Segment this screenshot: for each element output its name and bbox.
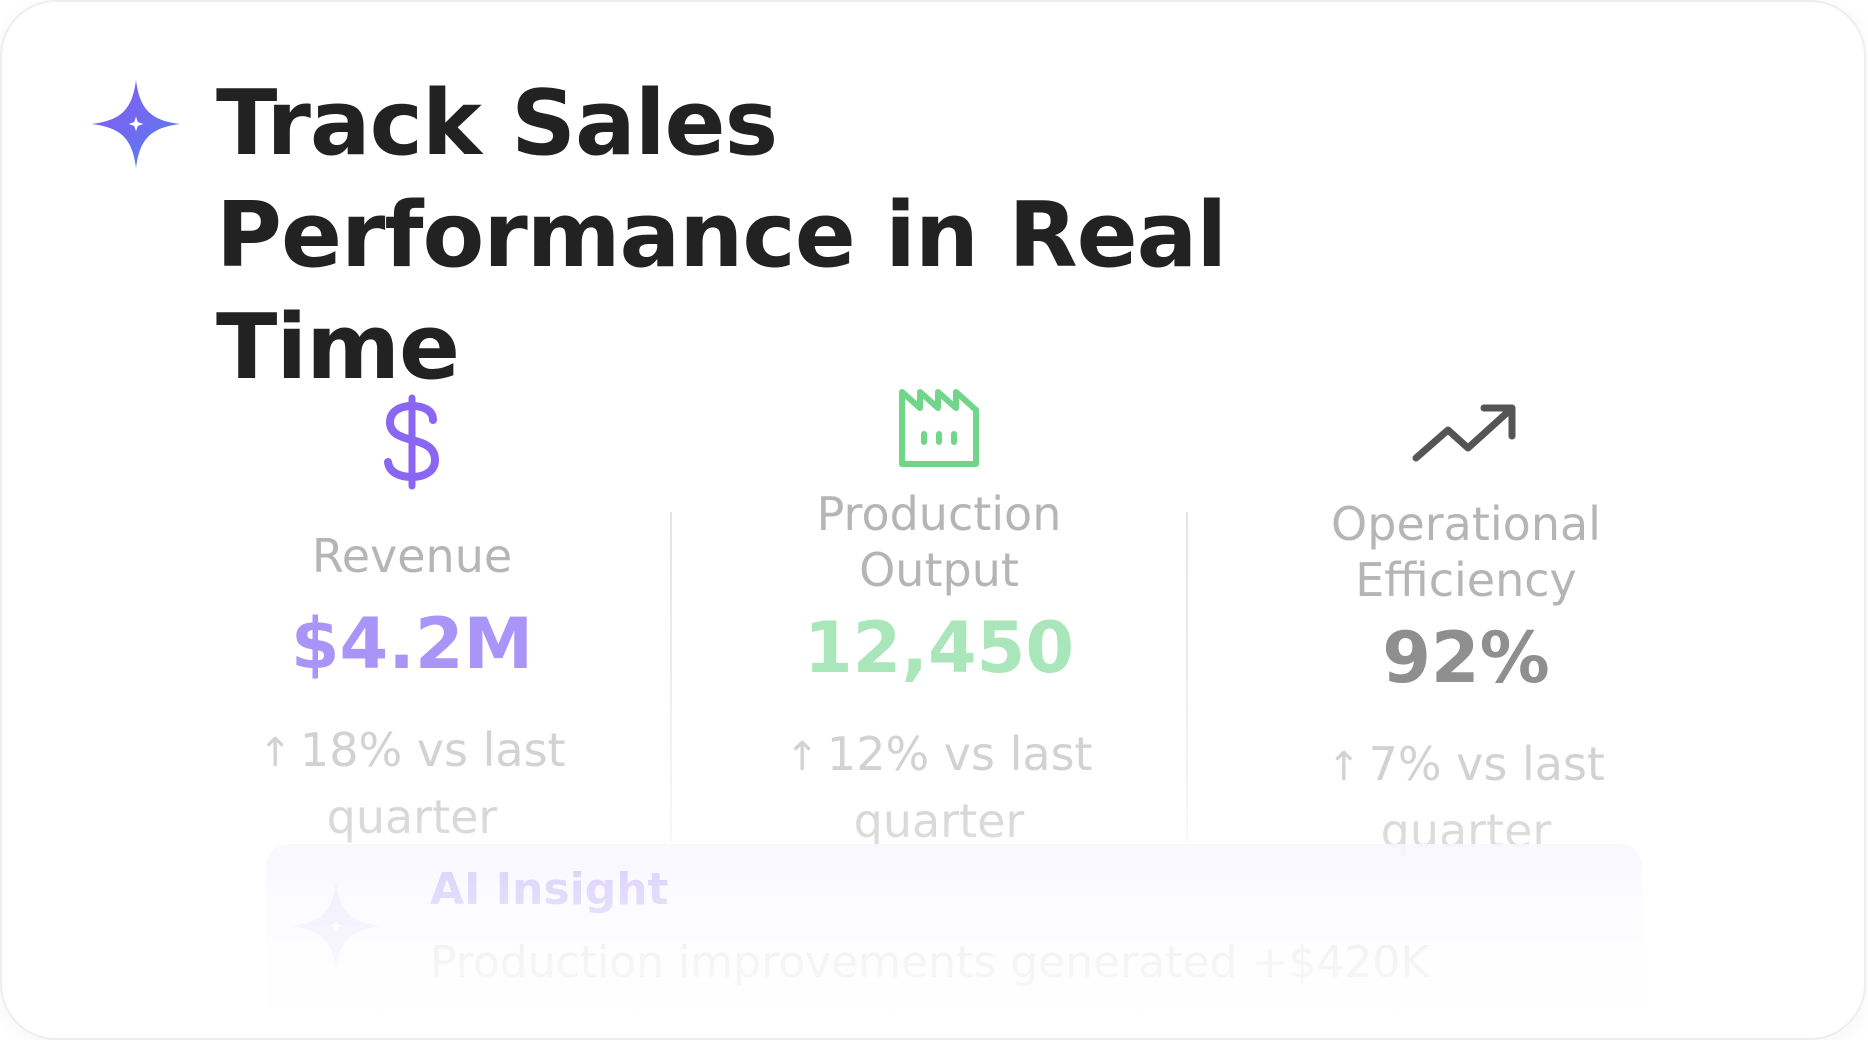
page-title: Track Sales Performance in Real Time xyxy=(216,71,1227,400)
metric-change: ↑ 18% vs last quarter xyxy=(247,718,577,849)
metric-value: 92% xyxy=(1382,617,1550,699)
divider xyxy=(1186,512,1188,842)
metric-value: $4.2M xyxy=(290,603,534,685)
metrics-row: Revenue $4.2M ↑ 18% vs last quarter Produ… xyxy=(152,362,1732,862)
arrow-up-icon: ↑ xyxy=(785,734,819,780)
header: Track Sales Performance in Real Time xyxy=(90,68,1390,400)
metric-revenue: Revenue $4.2M ↑ 18% vs last quarter xyxy=(152,362,672,844)
arrow-up-icon: ↑ xyxy=(258,730,292,776)
metric-production: Production Output 12,450 ↑ 12% vs last qu… xyxy=(679,362,1199,848)
metric-efficiency: Operational Efficiency 92% ↑ 7% vs last q… xyxy=(1206,362,1726,858)
dollar-icon xyxy=(384,394,440,490)
divider xyxy=(670,512,672,842)
metric-change-text: 12% vs last quarter xyxy=(826,727,1093,848)
factory-icon xyxy=(899,389,979,467)
trend-up-icon xyxy=(1412,404,1516,462)
sparkle-icon xyxy=(291,881,381,971)
insight-text: Production improvements generated +$420K xyxy=(430,937,1430,988)
metric-change-text: 18% vs last quarter xyxy=(299,723,566,844)
metric-value: 12,450 xyxy=(803,607,1075,689)
sparkle-icon xyxy=(91,79,181,169)
ai-insight-panel: AI Insight Production improvements gener… xyxy=(266,844,1642,1038)
arrow-up-icon: ↑ xyxy=(1327,744,1361,790)
metric-label: Operational Efficiency xyxy=(1331,497,1601,607)
insight-title: AI Insight xyxy=(430,864,669,915)
metric-change: ↑ 12% vs last quarter xyxy=(774,722,1104,853)
metric-label: Revenue xyxy=(311,529,513,583)
metric-label: Production Output xyxy=(816,487,1062,597)
metric-change-text: 7% vs last quarter xyxy=(1368,737,1605,858)
